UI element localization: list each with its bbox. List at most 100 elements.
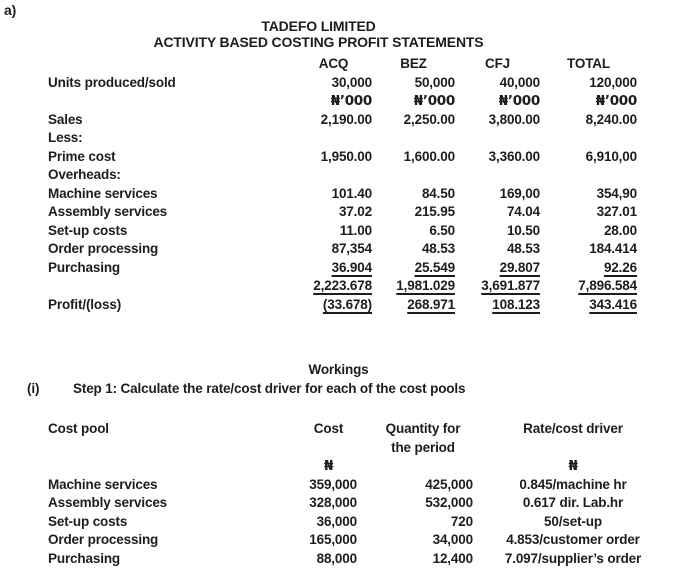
- statement-row: Assembly services 37.02 215.95 74.04 327…: [0, 203, 637, 222]
- column-header-quantity-line2: the period: [391, 439, 455, 455]
- cell-cfj: 108.123: [455, 296, 540, 315]
- cell-total: 120,000: [540, 74, 637, 93]
- cell-acq: 30,000: [295, 74, 373, 93]
- cell-value: 6,910,00: [585, 148, 638, 164]
- quantity-value: 720: [450, 513, 473, 529]
- naira-sign: ₦: [568, 458, 578, 474]
- cell-value: 30,000: [331, 74, 373, 90]
- rate-value: 7.097/supplier’s order: [504, 550, 642, 566]
- cell-bez: ₦’000: [372, 92, 456, 111]
- statement-row: Profit/(loss) (33.678) 268.971 108.123 3…: [0, 296, 637, 315]
- statement-row: Order processing 87,354 48.53 48.53 184.…: [0, 240, 637, 259]
- cell-total: 8,240.00: [540, 111, 638, 130]
- cell-total: 343.416: [540, 296, 637, 315]
- row-label: Order processing: [48, 241, 159, 256]
- cost-pool-label: Machine services: [48, 476, 158, 492]
- cell-total: 6,910,00: [540, 148, 638, 167]
- cell-acq: 87,354: [295, 240, 373, 259]
- cell-value: 36.904: [331, 259, 373, 275]
- statement-row: 2,223.678 1,981.029 3,691.877 7,896.584: [0, 277, 637, 296]
- spacer-cell: [0, 439, 300, 458]
- cell-value: 6.50: [429, 222, 455, 238]
- quantity-value: 425,000: [425, 476, 473, 492]
- column-header-cost: Cost: [313, 421, 344, 436]
- cell-cfj: 3,691.877: [455, 277, 540, 296]
- row-label: [0, 92, 295, 111]
- cell-value: 50,000: [414, 74, 456, 90]
- cell-value: ₦’000: [330, 93, 373, 109]
- cell-cfj: ₦’000: [455, 92, 541, 111]
- cell-acq: 1,950.00: [295, 148, 373, 167]
- quantity-value: 34,000: [432, 532, 474, 547]
- cell-acq: [295, 166, 372, 185]
- cell-value: 169,00: [499, 185, 541, 201]
- spacer-cell: [0, 457, 300, 476]
- step-heading: (i) Step 1: Calculate the rate/cost drive…: [0, 380, 673, 399]
- cell-value: 87,354: [331, 241, 373, 256]
- cell-value: 92.26: [603, 259, 637, 275]
- cell-total: 354,90: [540, 185, 638, 204]
- cell-value: 108.123: [492, 296, 540, 312]
- statement-row: Less:: [0, 129, 637, 148]
- cell-acq: 36.904: [295, 259, 373, 278]
- cost-pool-label: Set-up costs: [48, 513, 128, 529]
- cell-bez: 6.50: [372, 222, 455, 241]
- cell-cfj: 169,00: [455, 185, 541, 204]
- cell-acq: [295, 129, 372, 148]
- cost-pool-label: Purchasing: [48, 550, 121, 566]
- column-header-total: TOTAL: [567, 56, 610, 71]
- cell-value: ₦’000: [595, 93, 638, 109]
- cell-acq: 37.02: [295, 203, 372, 222]
- cell-total: [540, 129, 637, 148]
- cell-value: 28.00: [603, 222, 637, 238]
- cell-cfj: [455, 129, 540, 148]
- cell-bez: 268.971: [372, 296, 455, 315]
- row-label: Machine services: [48, 185, 158, 201]
- cell-bez: 2,250.00: [372, 111, 456, 130]
- cell-value: 48.53: [506, 241, 540, 256]
- row-label: Assembly services: [48, 204, 168, 219]
- cell-acq: 11.00: [295, 222, 372, 241]
- spacer-cell: [300, 439, 357, 458]
- cell-value: 354,90: [596, 185, 638, 201]
- cell-value: ₦’000: [498, 93, 541, 109]
- cell-total: 28.00: [540, 222, 637, 241]
- row-label: [0, 277, 295, 296]
- cell-value: 74.04: [506, 204, 540, 219]
- cell-bez: 1,981.029: [372, 277, 455, 296]
- cell-value: 101.40: [331, 185, 373, 201]
- step-index: (i): [27, 380, 40, 396]
- workings-row: Purchasing 88,000 12,400 7.097/supplier’…: [0, 550, 673, 568]
- statement-header-row: ACQ BEZ CFJ TOTAL: [0, 55, 637, 74]
- cell-value: 3,360.00: [488, 148, 541, 164]
- cell-value: 1,950.00: [320, 148, 373, 164]
- cell-cfj: [455, 166, 540, 185]
- workings-header-row: Cost pool Cost Quantity for Rate/cost dr…: [0, 420, 673, 439]
- cell-acq: ₦’000: [295, 92, 373, 111]
- cost-pool-label: Assembly services: [48, 495, 168, 510]
- column-header-cost-pool: Cost pool: [48, 421, 109, 436]
- cell-value: ₦’000: [413, 93, 456, 109]
- cell-value: 25.549: [414, 259, 456, 275]
- column-header-spacer: [0, 55, 295, 74]
- spacer-cell: [357, 457, 473, 476]
- cell-bez: [372, 129, 455, 148]
- cell-bez: 25.549: [372, 259, 456, 278]
- cell-cfj: 40,000: [455, 74, 541, 93]
- rate-value: 4.853/customer order: [506, 532, 640, 547]
- section-label: a): [4, 2, 17, 18]
- cell-value: 1,981.029: [396, 278, 455, 293]
- step-text: Step 1: Calculate the rate/cost driver f…: [73, 380, 466, 396]
- cell-value: 2,223.678: [313, 278, 372, 293]
- quantity-value: 12,400: [432, 550, 474, 566]
- cell-value: 343.416: [589, 296, 637, 312]
- cell-value: (33.678): [322, 296, 372, 312]
- statement-row: Purchasing 36.904 25.549 29.807 92.26: [0, 259, 637, 278]
- cell-value: 215.95: [414, 204, 456, 219]
- row-label: Purchasing: [48, 259, 121, 275]
- row-label: Overheads:: [48, 167, 121, 182]
- statement-row: Prime cost 1,950.00 1,600.00 3,360.00 6,…: [0, 148, 637, 167]
- statement-row: ₦’000 ₦’000 ₦’000 ₦’000: [0, 92, 638, 111]
- cell-total: 7,896.584: [540, 277, 637, 296]
